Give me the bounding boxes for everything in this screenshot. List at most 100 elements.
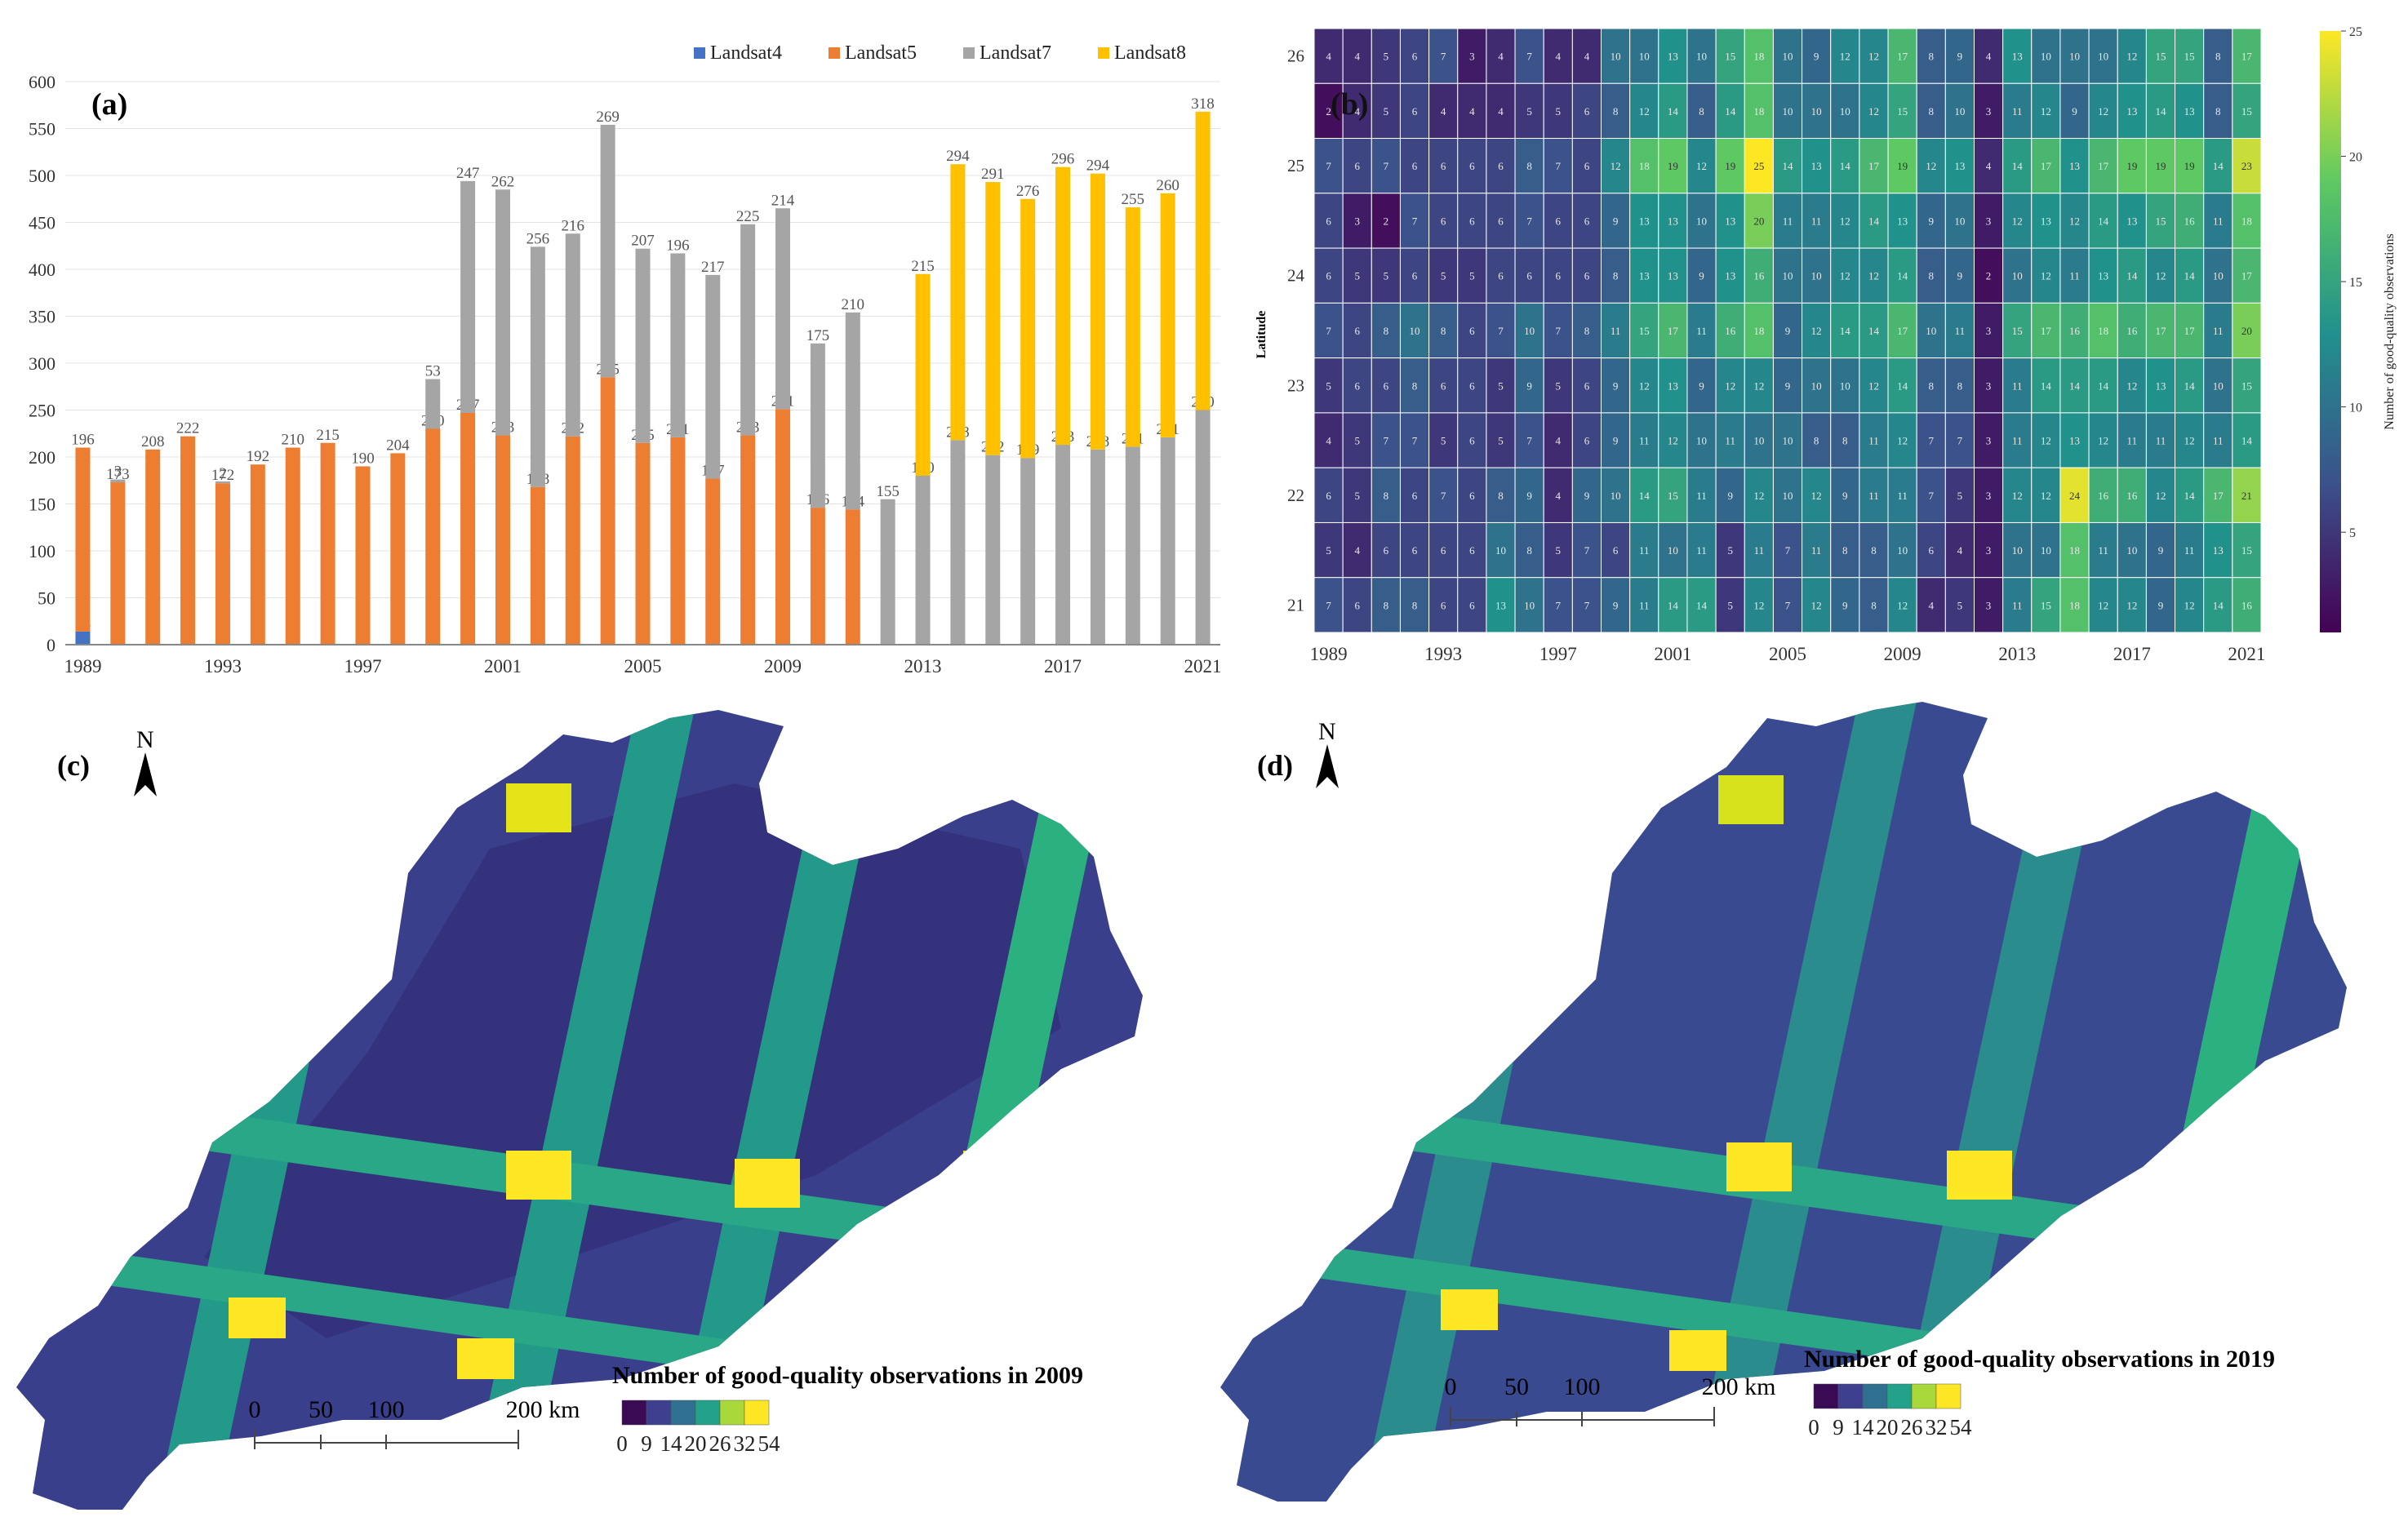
heatmap-cell-label: 6 <box>1469 435 1475 447</box>
scale-bar: 0 50 100 200 km <box>249 1396 580 1449</box>
heatmap-cell-label: 6 <box>1556 215 1562 227</box>
heatmap-cell-label: 17 <box>2098 160 2109 172</box>
legend-color-swatch <box>719 1400 745 1426</box>
heatmap-cell-label: 10 <box>2213 379 2224 392</box>
heatmap-cell-label: 19 <box>2126 160 2137 172</box>
colorbar-tick-label: 20 <box>2349 151 2362 165</box>
heatmap-cell-label: 14 <box>2213 599 2224 611</box>
data-label: 296 <box>1051 151 1075 168</box>
heatmap-cell <box>1514 412 1544 468</box>
heatmap-cell-label: 14 <box>1668 105 1679 118</box>
heatmap-cell-label: 17 <box>1897 325 1908 337</box>
heatmap-cell-label: 5 <box>1498 435 1504 447</box>
scale-label: 200 km <box>506 1396 580 1423</box>
heatmap-cell <box>1514 28 1544 84</box>
heatmap-cell-label: 9 <box>1699 379 1704 392</box>
heatmap-cell-label: 20 <box>2241 325 2252 337</box>
heatmap-cell-label: 18 <box>2098 325 2108 337</box>
bar-landsat5 <box>705 478 721 645</box>
heatmap-cell <box>1428 28 1459 84</box>
heatmap-cell-label: 7 <box>1526 435 1532 447</box>
heatmap-cell-label: 14 <box>2184 379 2196 392</box>
heatmap-cell <box>2031 247 2061 304</box>
legend-color-swatch <box>1813 1383 1839 1409</box>
heatmap-cell-label: 6 <box>1441 215 1446 227</box>
heatmap-cell-label: 6 <box>1384 544 1389 557</box>
heatmap-cell-label: 12 <box>1840 215 1850 227</box>
heatmap-cell-label: 10 <box>2213 270 2224 282</box>
x-tick-label: 2017 <box>1044 656 1082 676</box>
heatmap-cell-label: 6 <box>1526 270 1532 282</box>
heatmap-cell-label: 9 <box>1957 51 1963 63</box>
x-tick-label: 2021 <box>2228 644 2265 664</box>
bar-landsat7 <box>1195 410 1211 645</box>
bar-landsat5 <box>355 466 371 645</box>
heatmap-cell <box>2175 138 2205 194</box>
heatmap-cell <box>1686 357 1717 414</box>
heatmap-cell <box>1514 357 1544 414</box>
bar-landsat7 <box>705 274 721 479</box>
heatmap-cell <box>2232 467 2262 523</box>
heatmap-cell <box>1601 412 1631 468</box>
heatmap-cell-label: 13 <box>1811 160 1822 172</box>
data-label: 196 <box>666 237 690 254</box>
heatmap-cell-label: 11 <box>1955 325 1966 337</box>
bar-landsat5 <box>425 428 441 645</box>
heatmap-cell-label: 19 <box>1897 160 1908 172</box>
heatmap-cell-label: 13 <box>2155 379 2166 392</box>
heatmap-cell-label: 8 <box>1957 379 1963 392</box>
heatmap-cell-label: 12 <box>2041 105 2051 118</box>
heatmap-cell-label: 8 <box>2215 51 2221 63</box>
heatmap-cell-label: 6 <box>1469 160 1475 172</box>
heatmap-cell-label: 6 <box>1441 160 1446 172</box>
heatmap-cell-label: 9 <box>1785 325 1791 337</box>
data-label: 294 <box>1086 157 1110 175</box>
data-label: 215 <box>911 258 935 275</box>
heatmap-cells: 4 4 5 6 7 3 4 7 4 4 10 10 13 10 15 18 10 9 12 12 17 8 9 4 13 10 10… <box>1313 28 2262 633</box>
heatmap-cell <box>1772 412 1803 468</box>
bar-landsat7 <box>600 124 615 378</box>
heatmap-cell <box>1514 82 1544 140</box>
heatmap-cell-label: 11 <box>2012 379 2023 392</box>
heatmap-cell <box>1744 247 1774 304</box>
data-label: 225 <box>736 208 760 225</box>
heatmap-cell <box>1571 247 1602 304</box>
scale-label: 50 <box>309 1396 333 1423</box>
y-tick-label: 22 <box>1287 486 1304 505</box>
heatmap-cell-label: 12 <box>1811 599 1822 611</box>
heatmap-cell <box>1371 302 1401 359</box>
heatmap-cell-label: 5 <box>1556 379 1562 392</box>
heatmap-cell-label: 8 <box>1929 270 1935 282</box>
heatmap-cell-label: 12 <box>2012 215 2023 227</box>
heatmap-cell-label: 13 <box>1639 215 1650 227</box>
heatmap-cell <box>1342 138 1372 194</box>
heatmap-cell-label: 6 <box>1929 544 1935 557</box>
heatmap-cell-label: 5 <box>1469 270 1475 282</box>
heatmap-cell <box>1428 412 1459 468</box>
heatmap-cell-label: 10 <box>1410 325 1420 337</box>
heatmap-cell <box>2088 193 2118 249</box>
heatmap-cell <box>1744 467 1774 523</box>
colorbar-label: Number of good-quality observations <box>2383 233 2397 429</box>
heatmap-ylabel: Latitude <box>1255 311 1268 359</box>
bar-landsat8 <box>1125 207 1140 447</box>
heatmap-cell <box>2002 521 2033 579</box>
data-label: 207 <box>631 233 655 250</box>
heatmap-cell-label: 12 <box>1840 270 1850 282</box>
data-label: 291 <box>981 166 1005 183</box>
legend-break-label: 26 <box>1901 1415 1923 1439</box>
heatmap-cell <box>1313 302 1344 359</box>
heatmap-cell-label: 4 <box>1354 105 1360 118</box>
data-label: 217 <box>701 259 725 276</box>
heatmap-cell <box>1486 82 1516 140</box>
heatmap-cell-label: 5 <box>1441 435 1446 447</box>
heatmap-cell <box>1830 521 1860 579</box>
heatmap-cell <box>1772 577 1803 633</box>
heatmap-cell-label: 9 <box>1613 599 1619 611</box>
heatmap-cell-label: 11 <box>2156 435 2166 447</box>
heatmap-cell <box>1313 247 1344 304</box>
heatmap-cell-label: 19 <box>1668 160 1678 172</box>
heatmap-cell-label: 10 <box>1926 325 1936 337</box>
heatmap-cell-label: 12 <box>1868 51 1879 63</box>
heatmap-cell-label: 4 <box>1556 51 1562 63</box>
